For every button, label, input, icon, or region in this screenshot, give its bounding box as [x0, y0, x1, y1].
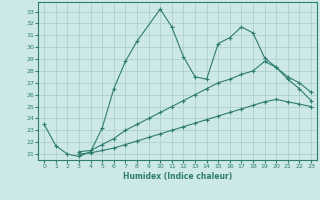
- X-axis label: Humidex (Indice chaleur): Humidex (Indice chaleur): [123, 172, 232, 181]
